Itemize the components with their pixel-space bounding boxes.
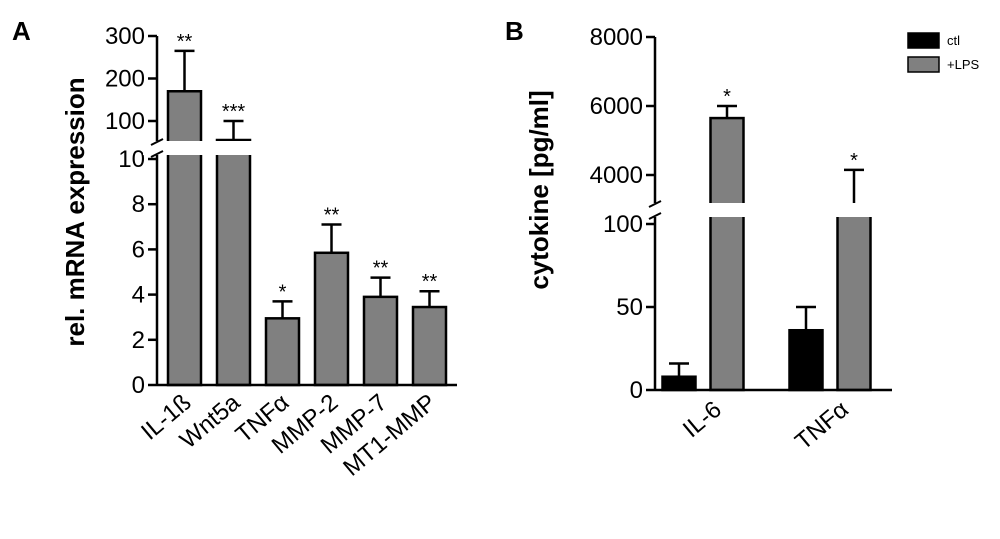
significance-label: **	[324, 205, 340, 227]
panel-a-ylabel: rel. mRNA expression	[60, 77, 90, 346]
legend-swatch	[907, 56, 940, 73]
break-gap	[143, 141, 263, 155]
bar	[362, 295, 399, 387]
bar	[788, 328, 824, 392]
y-tick-label: 300	[105, 23, 145, 50]
panel-b-error-bars	[669, 104, 864, 377]
panel-b-letter: B	[505, 16, 524, 46]
y-tick-label: 6	[132, 236, 145, 263]
bar	[411, 305, 448, 387]
y-tick-label: 6000	[590, 93, 643, 120]
bar	[836, 208, 872, 392]
significance-label: ***	[222, 101, 246, 123]
y-tick-label: 2	[132, 327, 145, 354]
panel-b-ylabel: cytokine [pg/ml]	[524, 90, 554, 289]
bar	[709, 116, 745, 392]
panel-b-axis-break	[641, 203, 901, 217]
y-tick-label: 10	[118, 146, 145, 173]
panel-b-legend: ctl +LPS	[907, 32, 979, 73]
panel-a-upper-ticks: 100 200 300	[105, 23, 157, 135]
panel-b-axes	[648, 37, 892, 392]
y-tick-label: 200	[105, 66, 145, 93]
panel-a-axis-break	[143, 141, 263, 155]
panel-b-bars	[661, 116, 872, 392]
panel-a-lower-ticks: 0 2 4 6 8 10	[118, 146, 157, 399]
y-tick-label: 8000	[590, 24, 643, 51]
panel-a-error-bars	[174, 49, 440, 319]
bar	[313, 251, 350, 387]
legend-label: ctl	[947, 33, 960, 48]
y-tick-label: 100	[603, 211, 643, 238]
category-label: TNFα	[790, 396, 854, 456]
panel-b-lower-ticks: 0 50 100	[603, 211, 655, 404]
panel-b: B cytokine [pg/ml] 0 50 100 4000 6000 8000 *…	[505, 16, 979, 456]
significance-label: *	[723, 86, 731, 108]
bar	[264, 317, 301, 387]
break-gap	[641, 203, 901, 217]
category-label: IL-6	[678, 396, 727, 443]
panel-a-significance: ************	[177, 31, 438, 304]
y-tick-label: 0	[630, 377, 643, 404]
legend-label: +LPS	[947, 57, 979, 72]
significance-label: **	[373, 258, 389, 280]
break-mark	[150, 138, 164, 146]
bar	[661, 375, 697, 392]
bar	[166, 90, 203, 387]
y-tick-label: 50	[616, 294, 643, 321]
y-tick-label: 100	[105, 108, 145, 135]
break-mark	[648, 200, 662, 208]
panel-a-letter: A	[12, 16, 31, 46]
significance-label: *	[850, 150, 858, 172]
panel-b-category-labels: IL-6 TNFα	[678, 396, 854, 456]
panel-a-bars	[166, 90, 448, 387]
significance-label: *	[279, 281, 287, 303]
panel-b-significance: **	[723, 86, 858, 172]
y-tick-label: 4	[132, 282, 145, 309]
legend-swatch	[907, 32, 940, 49]
y-tick-label: 8	[132, 191, 145, 218]
panel-a: A rel. mRNA expression 0 2 4 6 8 10 100 200 300…	[12, 16, 457, 482]
significance-label: **	[422, 271, 438, 293]
bar	[215, 138, 252, 387]
panel-a-axes	[150, 36, 457, 387]
break-mark	[150, 150, 164, 158]
y-tick-label: 0	[132, 372, 145, 399]
y-tick-label: 4000	[590, 162, 643, 189]
significance-label: **	[177, 31, 193, 53]
break-mark	[648, 212, 662, 220]
panel-b-upper-ticks: 4000 6000 8000	[590, 24, 655, 189]
